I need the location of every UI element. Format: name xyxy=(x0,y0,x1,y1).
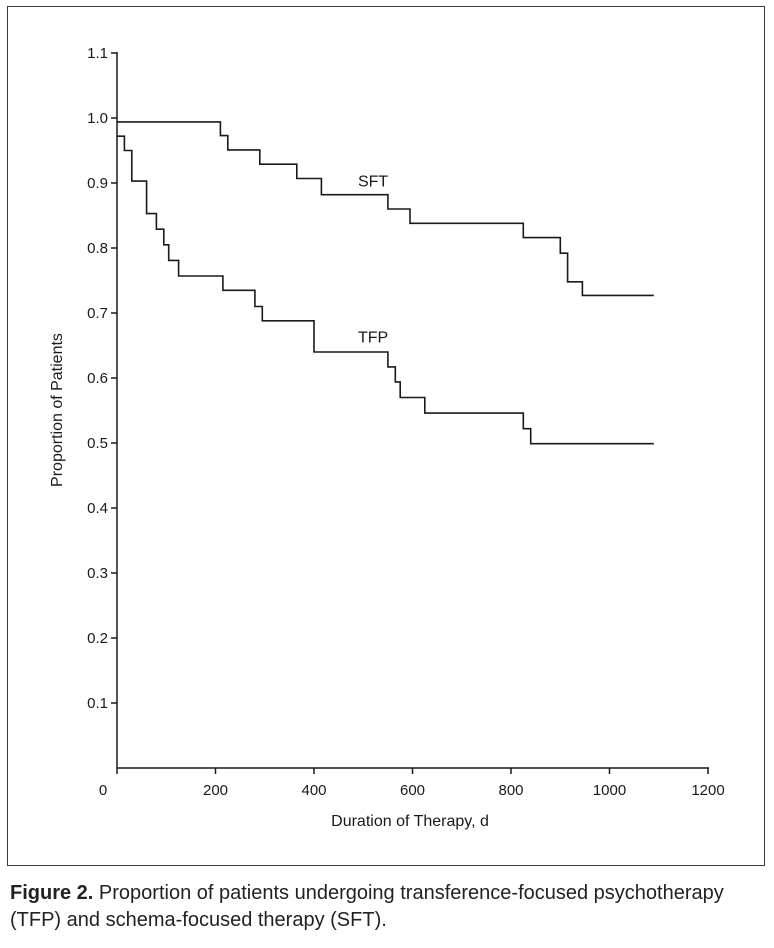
x-axis-title: Duration of Therapy, d xyxy=(331,813,489,830)
survival-chart: 0 200 400 600 800 1000 1200 0.1 0.2 0.3 0.4 0.5 0.6 0… xyxy=(49,45,725,830)
x-tick-label: 0 xyxy=(99,782,107,799)
x-tick-label: 1000 xyxy=(593,782,626,799)
x-tick-label: 600 xyxy=(400,782,425,799)
series-label-tfp: TFP xyxy=(358,329,388,346)
y-tick-label: 0.1 xyxy=(87,695,108,712)
y-tick-label: 0.6 xyxy=(87,370,108,387)
x-tick-label: 800 xyxy=(498,782,523,799)
x-tick-label: 200 xyxy=(203,782,228,799)
y-tick-label: 0.9 xyxy=(87,175,108,192)
series-line-sft xyxy=(117,121,654,297)
y-tick-label: 0.7 xyxy=(87,305,108,322)
caption-text: Proportion of patients undergoing transf… xyxy=(10,882,724,931)
y-axis-title: Proportion of Patients xyxy=(49,333,66,487)
figure-label: Figure 2. xyxy=(10,882,94,904)
figure-frame xyxy=(7,6,765,866)
figure-caption: Figure 2. Proportion of patients undergo… xyxy=(10,880,760,934)
y-tick-label: 0.3 xyxy=(87,565,108,582)
y-tick-label: 0.5 xyxy=(87,435,108,452)
y-tick-label: 0.4 xyxy=(87,500,108,517)
y-tick-label: 1.1 xyxy=(87,45,108,62)
x-tick-label: 400 xyxy=(301,782,326,799)
series-label-sft: SFT xyxy=(358,173,388,190)
axes: 0 200 400 600 800 1000 1200 0.1 0.2 0.3 0.4 0.5 0.6 0… xyxy=(87,45,725,799)
series-layer: SFT TFP xyxy=(117,121,654,445)
y-tick-label: 0.8 xyxy=(87,240,108,257)
x-tick-label: 1200 xyxy=(691,782,724,799)
y-tick-label: 0.2 xyxy=(87,630,108,647)
y-tick-label: 1.0 xyxy=(87,110,108,127)
series-line-tfp xyxy=(117,135,654,445)
